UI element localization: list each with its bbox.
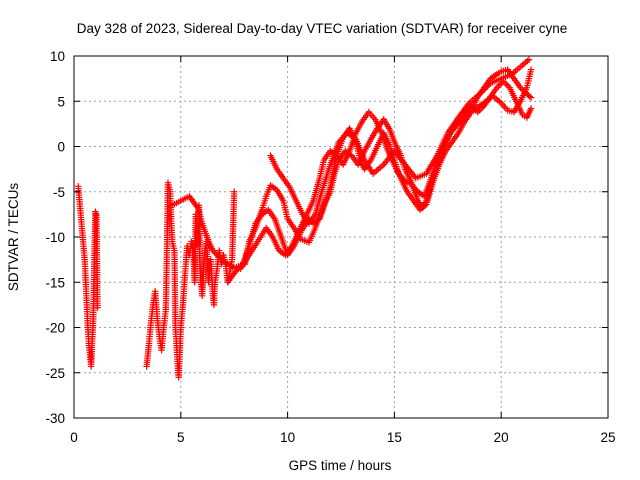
- data-point: [335, 138, 343, 146]
- data-point: [496, 81, 504, 88]
- x-tick-label: 20: [494, 430, 509, 445]
- x-tick-label: 25: [600, 430, 615, 445]
- data-point: [341, 132, 348, 140]
- data-point: [339, 134, 347, 141]
- series-trace-a: [75, 183, 101, 370]
- y-tick-label: -30: [45, 411, 65, 426]
- y-tick-label: 10: [50, 49, 65, 64]
- x-axis: 0 5 10 15 20 25: [70, 56, 616, 445]
- data-point: [527, 94, 535, 101]
- data-point: [231, 270, 238, 277]
- y-tick-label: -5: [53, 185, 65, 200]
- x-tick-label: 5: [177, 430, 185, 445]
- y-tick-label: -25: [45, 366, 65, 381]
- data-point: [232, 268, 239, 275]
- series-trace-b: [143, 179, 238, 381]
- chart-title: Day 328 of 2023, Sidereal Day-to-day VTE…: [77, 21, 567, 36]
- data-point: [233, 266, 241, 274]
- y-tick-label: -10: [45, 230, 65, 245]
- series-trace-f: [267, 56, 533, 227]
- y-tick-label: 5: [57, 94, 65, 109]
- data-point: [338, 135, 345, 143]
- y-tick-label: -20: [45, 321, 65, 336]
- y-axis: -30 -25 -20 -15 -10 -5 0 5 10: [45, 49, 608, 426]
- y-tick-label: -15: [45, 275, 65, 290]
- data-point: [527, 105, 535, 112]
- data-point: [525, 56, 533, 63]
- y-axis-label: SDTVAR / TECUs: [6, 183, 21, 292]
- data-point: [94, 304, 101, 311]
- data-point: [527, 66, 535, 73]
- y-tick-label: 0: [57, 140, 65, 155]
- x-tick-label: 0: [70, 430, 78, 445]
- x-tick-label: 10: [280, 430, 295, 445]
- data-point: [501, 79, 509, 87]
- data-point: [503, 81, 510, 88]
- data-points: [75, 56, 535, 381]
- x-axis-label: GPS time / hours: [289, 458, 392, 473]
- data-point: [231, 188, 238, 195]
- data-point: [526, 93, 533, 100]
- data-point: [495, 82, 502, 90]
- data-point: [337, 137, 344, 144]
- x-tick-label: 15: [387, 430, 402, 445]
